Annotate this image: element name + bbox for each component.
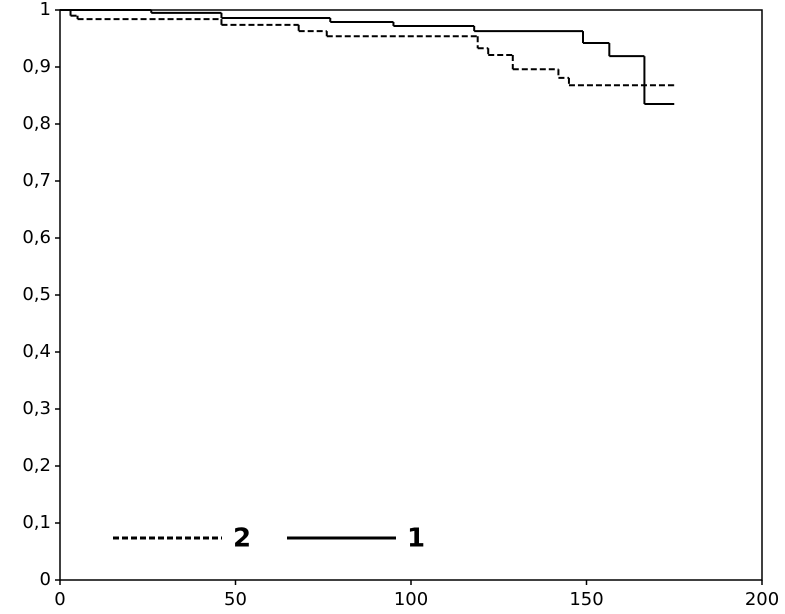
x-tick-label: 150 xyxy=(569,589,603,610)
y-tick-label: 0,6 xyxy=(22,227,51,248)
x-tick-label: 50 xyxy=(224,589,247,610)
y-tick-label: 0,4 xyxy=(22,341,51,362)
y-tick-label: 1 xyxy=(40,0,51,20)
legend-label: 1 xyxy=(407,524,425,554)
x-tick-label: 200 xyxy=(745,589,779,610)
y-tick-label: 0,5 xyxy=(22,284,51,305)
y-tick-label: 0,9 xyxy=(22,56,51,77)
y-tick-label: 0,8 xyxy=(22,113,51,134)
y-tick-label: 0,2 xyxy=(22,455,51,476)
y-tick-label: 0 xyxy=(40,569,51,590)
legend-label: 2 xyxy=(233,524,251,554)
y-tick-label: 0,1 xyxy=(22,512,51,533)
x-tick-label: 100 xyxy=(394,589,428,610)
x-tick-label: 0 xyxy=(54,589,65,610)
plot-frame xyxy=(59,9,763,581)
y-tick-label: 0,3 xyxy=(22,398,51,419)
y-tick-label: 0,7 xyxy=(22,170,51,191)
